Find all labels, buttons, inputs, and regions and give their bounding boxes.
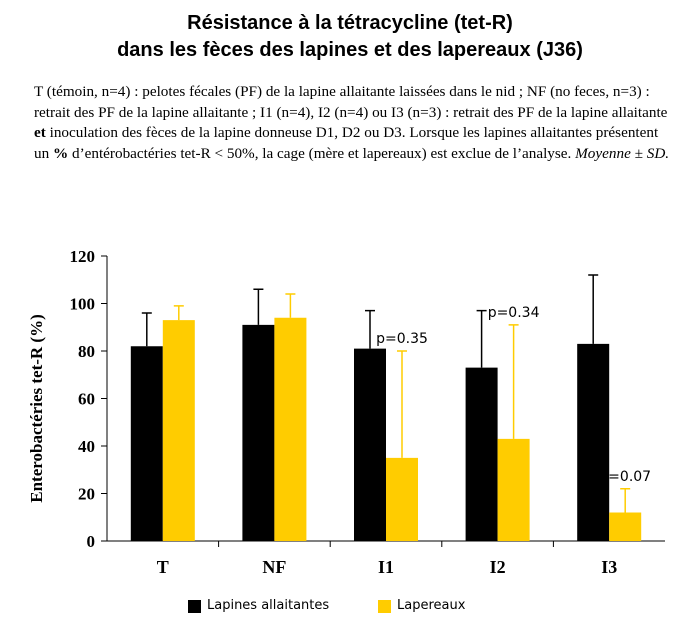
legend-item-lapereaux: Lapereaux — [378, 597, 465, 615]
chart-caption: T (témoin, n=4) : pelotes fécales (PF) d… — [34, 82, 674, 164]
chart-title-line-1: Résistance à la tétracycline (tet-R) — [187, 12, 513, 34]
legend-swatch-lapereaux — [378, 599, 391, 613]
bar-lapereaux-t — [162, 320, 195, 541]
y-tick-label: 60 — [78, 390, 95, 409]
x-category-label-i1: I1 — [378, 557, 394, 577]
p-value-annotation-i3: p=0.07 — [599, 469, 651, 485]
y-tick-label: 0 — [87, 532, 96, 551]
caption-text-3: inoculation des fèces de la lapine donne… — [34, 124, 659, 162]
bar-lapereaux-i2 — [497, 438, 530, 541]
x-category-label-nf: NF — [262, 557, 286, 577]
caption-text-2: et — [34, 124, 46, 142]
y-tick-label: 80 — [78, 342, 95, 361]
x-category-label-t: T — [157, 557, 169, 577]
y-tick-label: 100 — [70, 295, 96, 314]
bar-lapereaux-nf — [274, 317, 307, 541]
y-tick-label: 120 — [70, 247, 96, 266]
x-category-label-i3: I3 — [601, 557, 617, 577]
p-value-annotation-i1: p=0.35 — [376, 331, 428, 347]
bar-lapines-i2 — [465, 367, 498, 541]
p-value-annotation-i2: p=0.34 — [488, 305, 540, 321]
caption-text-4: % — [52, 144, 69, 162]
chart-title: Résistance à la tétracycline (tet-R) dan… — [0, 10, 700, 64]
legend-label-lapines: Lapines allaitantes — [207, 598, 330, 613]
legend-item-lapines: Lapines allaitantes — [188, 597, 329, 615]
caption-text-5: d’entérobactéries tet-R < 50% — [68, 144, 255, 162]
legend-swatch-lapines — [188, 599, 201, 613]
bar-lapines-i1 — [354, 348, 386, 541]
bar-lapines-i3 — [577, 343, 610, 541]
chart-title-line-2: dans les fèces des lapines et des lapere… — [117, 39, 583, 61]
bar-lapines-t — [130, 346, 163, 541]
bar-lapereaux-i1 — [386, 457, 418, 541]
legend-label-lapereaux: Lapereaux — [397, 598, 466, 613]
y-axis-title: Enterobactéries tet-R (%) — [27, 314, 46, 503]
y-tick-label: 40 — [78, 437, 95, 456]
bar-lapines-nf — [242, 324, 275, 541]
caption-text-1: T (témoin, n=4) : pelotes fécales (PF) d… — [34, 83, 668, 121]
caption-text-7: Moyenne ± SD. — [575, 144, 670, 162]
bar-lapereaux-i3 — [609, 512, 642, 541]
caption-text-6: , la cage (mère et lapereaux) est exclue… — [254, 144, 576, 162]
y-tick-label: 20 — [78, 485, 95, 504]
bar-chart: 0 20 40 60 80 100 120 Enterobactéries tet-R (%)… — [27, 247, 665, 577]
x-category-label-i2: I2 — [490, 557, 506, 577]
